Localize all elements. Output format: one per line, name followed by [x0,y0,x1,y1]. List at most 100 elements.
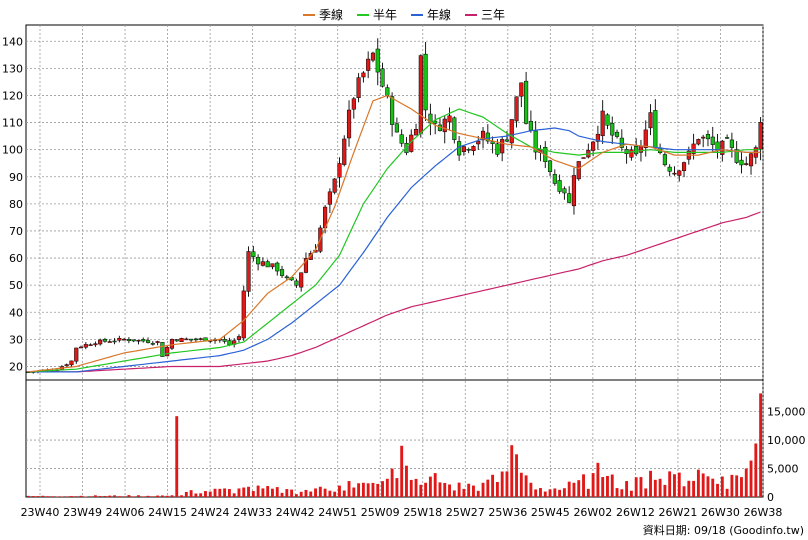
x-tick-label: 25W27 [446,506,485,519]
volume-bar [361,482,365,497]
legend-item: 季線 [302,6,343,23]
candle-down [533,130,538,153]
volume-bar [740,477,743,497]
candle-up [461,146,466,153]
volume-bar [433,473,437,497]
volume-bar [275,487,279,497]
x-tick-label: 25W18 [403,506,442,519]
candle-up [246,251,251,292]
x-tick-label: 23W49 [63,506,102,519]
volume-bar [294,494,298,497]
volume-bar [60,496,64,497]
volume-bar [141,496,145,497]
volume-bar [352,487,356,497]
volume-bar [730,474,734,497]
volume-bar [495,481,499,497]
candle-down [265,261,270,268]
volume-bar [256,485,260,497]
ma-3year-line [28,211,761,373]
volume-panel [25,379,764,498]
volume-bar [716,483,719,497]
volume-bar [491,474,495,497]
volume-bar [567,481,571,497]
candle-up [88,344,93,346]
volume-bar [26,495,30,497]
candle-up [500,139,505,154]
volume-bar [385,478,389,497]
volume-bar [510,445,514,497]
volume-bar [204,491,207,497]
volume-bar [596,462,600,497]
candle-up [179,338,184,342]
legend-item: 半年 [356,6,397,23]
volume-bar [620,489,624,497]
candle-up [74,347,79,362]
volume-bar [735,475,739,497]
volume-bar [46,496,49,497]
volume-bar [414,478,418,497]
candle-down [399,134,404,144]
candle-up [514,96,519,122]
x-tick-label: 26W21 [659,506,698,519]
volume-tick-label: 0 [767,491,774,504]
volume-bar [663,484,667,497]
price-tick-label: 120 [2,89,23,102]
volume-bar [127,495,131,497]
volume-bar [524,475,528,497]
candle-up [69,360,74,366]
volume-bar [486,479,490,497]
volume-bar [653,479,657,497]
candle-up [413,129,419,136]
volume-bar [290,489,294,497]
volume-bar [610,474,614,497]
volume-bar [424,482,428,497]
candle-up [758,122,763,150]
candle-down [528,120,533,131]
volume-bar [409,479,413,497]
volume-bar [180,495,183,497]
candle-down [160,342,165,357]
volume-bar [472,485,475,497]
candle-up [696,139,701,145]
x-tick-label: 26W02 [573,506,612,519]
candle-up [691,143,696,154]
candle-up [366,58,371,71]
candle-up [64,364,69,367]
volume-bar [673,474,676,497]
volume-bar [448,484,451,497]
x-tick-label: 24W24 [191,506,230,519]
legend-label: 三年 [481,8,506,22]
volume-bar [122,496,126,497]
candle-down [619,137,624,148]
volume-tick-label: 10,000 [767,434,806,447]
candle-up [165,347,170,357]
legend-label: 年線 [427,8,452,22]
candle-down [131,339,136,342]
candle-up [136,339,141,342]
candle-down [466,149,471,151]
price-tick-label: 20 [9,360,23,373]
volume-bar [333,491,337,497]
volume-bar [725,488,729,497]
candle-down [145,340,151,343]
price-tick-label: 130 [2,62,23,75]
x-tick-label: 26W38 [744,506,783,519]
volume-bar [601,477,605,497]
candle-down [141,339,146,342]
candle-down [375,48,380,73]
volume-bar [759,393,763,497]
candle-down [174,339,179,342]
volume-bar [170,495,174,497]
volume-bar [376,483,380,497]
candle-down [552,174,557,184]
x-tick-label: 24W51 [318,506,357,519]
legend-swatch [302,13,315,16]
x-tick-label: 24W15 [148,506,187,519]
volume-bar [572,482,576,497]
x-tick-label: 24W42 [276,506,315,519]
volume-bar [682,486,686,497]
volume-bar [639,477,643,497]
data-date-footer: 資料日期: 09/18 (Goodinfo.tw) [642,524,804,537]
candle-up [720,140,725,155]
volume-bar [692,480,696,497]
